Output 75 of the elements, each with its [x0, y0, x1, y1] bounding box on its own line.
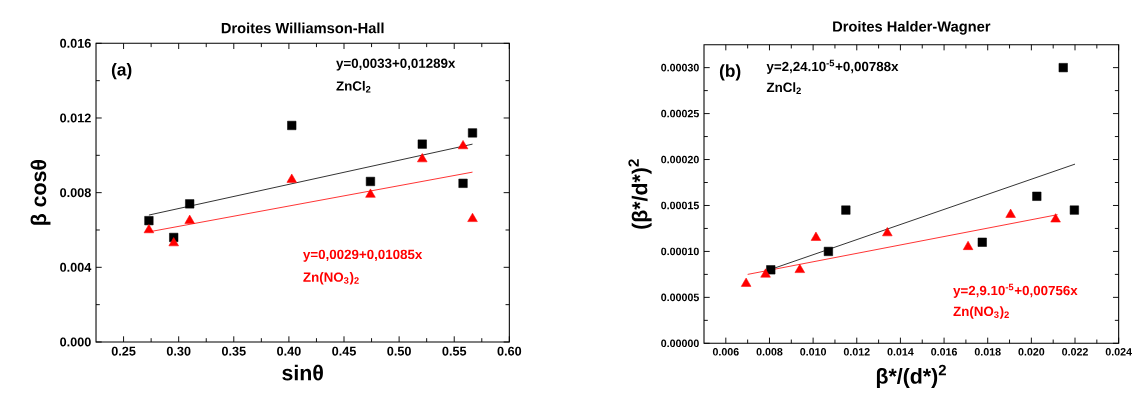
x-tick-label: 0.008 [756, 348, 783, 356]
x-tick-label: 0.55 [442, 346, 467, 356]
x-tick-label: 0.60 [497, 346, 522, 356]
point [841, 205, 851, 215]
legend-label: y=0,0033+0,01289x [336, 58, 456, 71]
x-tick-label: 0.35 [221, 346, 246, 356]
text: y=2,9.10$^{-5}$+0,00756x [953, 283, 1078, 298]
point [287, 120, 297, 130]
y-tick-label: 0.008 [60, 188, 91, 198]
annotation: Zn(NO$_{3}$)$_{2}$ [953, 306, 1009, 319]
point [168, 237, 179, 247]
point [1058, 63, 1068, 73]
chart-title: Droites Williamson-Hall [221, 22, 384, 34]
x-axis-title: β*/(d*)$^{2}$ [876, 364, 946, 388]
annotation: ZnCl$_{2}$ [766, 82, 801, 94]
point [962, 240, 974, 250]
point [794, 263, 805, 273]
chart-title: Droites Halder-Wagner [833, 20, 991, 35]
y-tick-label: 0.00025 [661, 109, 699, 118]
y-tick-label: 0.00000 [661, 339, 699, 348]
point [185, 199, 195, 209]
legend-label: y=2,24.10$^{-5}$+0,00788x [766, 59, 899, 74]
y-tick-label: 0.00005 [661, 293, 699, 302]
x-tick-label: 0.30 [166, 346, 191, 356]
annotation: Zn(NO$_{3}$)$_{2}$ [303, 272, 359, 285]
point [365, 188, 376, 198]
x-tick-label: 0.022 [1062, 348, 1088, 356]
point [741, 277, 752, 287]
y-tick-label: 0.016 [60, 38, 91, 48]
point [1032, 191, 1042, 201]
point [417, 139, 427, 149]
y-tick-label: 0.00015 [661, 201, 699, 210]
point [810, 231, 822, 241]
y-axis-title: (β*/d*)$^{2}$ [628, 159, 652, 229]
point [365, 176, 375, 186]
x-tick-label: 0.40 [277, 346, 301, 356]
x-tick-label: 0.012 [843, 348, 870, 356]
point [457, 140, 469, 150]
x-tick-label: 0.016 [931, 348, 958, 356]
y-tick-label: 0.004 [60, 262, 92, 272]
y-tick-label: 0.00020 [661, 155, 699, 164]
point [467, 128, 478, 138]
point [143, 224, 155, 234]
point [184, 214, 195, 224]
x-tick-label: 0.014 [887, 348, 914, 356]
y-tick-label: 0.012 [60, 113, 91, 123]
text: y=0,0029+0,01085x [303, 249, 423, 262]
point [286, 173, 297, 183]
y-tick-label: 0.00030 [661, 63, 699, 72]
point [144, 216, 154, 226]
point [760, 268, 771, 278]
y-axis-title: β cosθ [30, 160, 51, 225]
point [1005, 208, 1016, 218]
y-tick-label: 0.00010 [661, 247, 699, 256]
point [1050, 213, 1061, 223]
point [417, 153, 428, 163]
x-tick-label: 0.024 [1105, 348, 1132, 356]
point [882, 227, 893, 237]
annotation: ZnCl$_{2}$ [336, 80, 371, 93]
point [467, 212, 478, 222]
x-tick-label: 0.010 [800, 348, 827, 356]
x-tick-label: 0.25 [111, 346, 136, 356]
x-tick-label: 0.020 [1018, 348, 1045, 356]
point [1069, 205, 1079, 215]
annotation: (b) [719, 64, 741, 81]
point [458, 178, 468, 188]
x-tick-label: 0.006 [712, 348, 739, 356]
x-axis-title: sinθ [282, 364, 323, 381]
y-tick-label: 0.000 [60, 337, 91, 347]
annotation: (a) [111, 62, 132, 80]
x-tick-label: 0.50 [387, 346, 411, 356]
x-tick-label: 0.018 [974, 348, 1001, 356]
x-tick-label: 0.45 [332, 346, 356, 356]
point [823, 246, 833, 256]
point [977, 237, 987, 247]
